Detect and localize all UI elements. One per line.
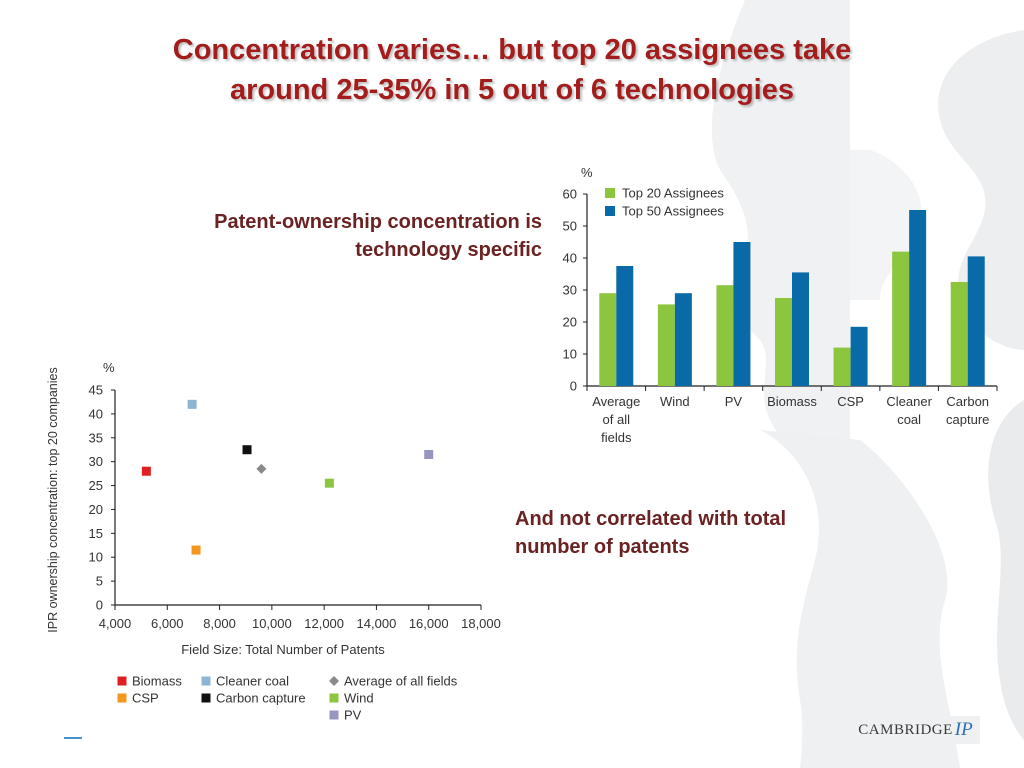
- logo-mark: IP: [954, 719, 973, 740]
- y-tick-label: 35: [89, 430, 103, 445]
- callout-line-2: number of patents: [515, 536, 690, 558]
- scatter-point: [324, 478, 334, 488]
- scatter-point: [424, 450, 434, 459]
- y-tick-label: 25: [89, 478, 103, 493]
- scatter-point: [191, 545, 201, 555]
- scatter-chart: % IPR ownership concentration: top 20 com…: [46, 360, 501, 723]
- x-tick-label: 4,000: [99, 616, 132, 631]
- bar: [833, 347, 851, 386]
- x-tick-label: CSP: [837, 394, 864, 409]
- y-tick-label: 60: [563, 187, 577, 202]
- x-tick-label: 10,000: [252, 616, 292, 631]
- x-tick-label: PV: [725, 394, 743, 409]
- legend-label: Top 50 Assignees: [622, 204, 724, 219]
- x-tick-label: fields: [601, 430, 632, 445]
- x-tick-label: 16,000: [409, 616, 449, 631]
- legend-label: Top 20 Assignees: [622, 186, 724, 201]
- x-tick-label: 6,000: [151, 616, 184, 631]
- x-tick-label: 14,000: [357, 616, 397, 631]
- y-tick-label: 0: [96, 598, 103, 613]
- bar: [950, 282, 968, 386]
- x-tick-label: 12,000: [304, 616, 344, 631]
- subtitle: Patent-ownership concentration is techno…: [72, 208, 542, 264]
- legend-label: CSP: [132, 691, 159, 706]
- bar: [792, 272, 809, 386]
- bar: [616, 266, 634, 386]
- bar: [599, 293, 617, 386]
- bar: [657, 304, 675, 386]
- subtitle-line-2: technology specific: [355, 239, 542, 261]
- x-tick-label: of all: [603, 412, 631, 427]
- y-tick-label: 15: [89, 526, 103, 541]
- y-unit-label: %: [103, 360, 115, 375]
- legend-swatch: [201, 693, 211, 703]
- legend-label: Cleaner coal: [216, 674, 289, 689]
- slide-marker: [64, 737, 82, 739]
- bar: [967, 256, 985, 386]
- legend-swatch: [117, 676, 127, 686]
- legend-label: PV: [344, 708, 362, 723]
- legend-label: Average of all fields: [344, 674, 458, 689]
- y-tick-label: 40: [89, 406, 103, 421]
- legend-swatch: [201, 676, 211, 686]
- x-tick-label: Wind: [660, 394, 690, 409]
- cambridge-ip-logo: CAMBRIDGE IP: [851, 716, 980, 744]
- x-axis-title: Field Size: Total Number of Patents: [181, 642, 385, 657]
- legend-swatch: [605, 188, 615, 198]
- logo-text: CAMBRIDGE: [858, 721, 953, 738]
- x-tick-label: 8,000: [203, 616, 236, 631]
- y-tick-label: 20: [89, 502, 103, 517]
- scatter-point: [187, 399, 197, 409]
- x-tick-label: Biomass: [767, 394, 817, 409]
- bar: [775, 298, 792, 386]
- x-tick-label: Cleaner: [886, 394, 932, 409]
- x-tick-label: 18,000: [461, 616, 501, 631]
- legend-label: Biomass: [132, 674, 182, 689]
- callout-text: And not correlated with total number of …: [515, 505, 935, 561]
- legend-label: Carbon capture: [216, 691, 306, 706]
- bar: [674, 293, 692, 386]
- scatter-point: [141, 466, 151, 476]
- scatter-point: [242, 445, 252, 455]
- x-tick-label: coal: [897, 412, 921, 427]
- legend-swatch: [329, 693, 339, 703]
- bar: [909, 210, 927, 386]
- bar: [892, 251, 910, 386]
- legend-swatch: [329, 676, 339, 686]
- y-tick-label: 30: [89, 454, 103, 469]
- y-tick-label: 5: [96, 574, 103, 589]
- x-tick-label: Carbon: [946, 394, 989, 409]
- y-tick-label: 10: [563, 347, 577, 362]
- subtitle-line-1: Patent-ownership concentration is: [214, 211, 542, 233]
- x-tick-label: capture: [946, 412, 989, 427]
- legend-label: Wind: [344, 691, 374, 706]
- slide-title: Concentration varies… but top 20 assigne…: [40, 30, 984, 110]
- title-line-2: around 25-35% in 5 out of 6 technologies: [230, 74, 794, 106]
- title-line-1: Concentration varies… but top 20 assigne…: [172, 34, 852, 66]
- legend-swatch: [605, 206, 615, 216]
- legend-swatch: [117, 693, 127, 703]
- scatter-point: [256, 463, 267, 474]
- x-tick-label: Average: [592, 394, 640, 409]
- bar-chart: % 0 10 20 30 40 50 60 Average of all fields Wind PV B…: [563, 165, 998, 445]
- y-tick-label: 20: [563, 315, 577, 330]
- y-axis-title: IPR ownership concentration: top 20 comp…: [46, 367, 60, 632]
- y-tick-label: 30: [563, 283, 577, 298]
- bar: [733, 242, 751, 386]
- callout-line-1: And not correlated with total: [515, 508, 787, 530]
- y-tick-label: 40: [563, 251, 577, 266]
- y-tick-label: 0: [570, 379, 577, 394]
- y-tick-label: 45: [89, 383, 103, 398]
- bar: [850, 326, 868, 386]
- y-tick-label: 10: [89, 550, 103, 565]
- y-tick-label: 50: [563, 219, 577, 234]
- legend-swatch: [329, 710, 339, 720]
- bar: [716, 285, 734, 386]
- y-unit-label: %: [581, 165, 593, 180]
